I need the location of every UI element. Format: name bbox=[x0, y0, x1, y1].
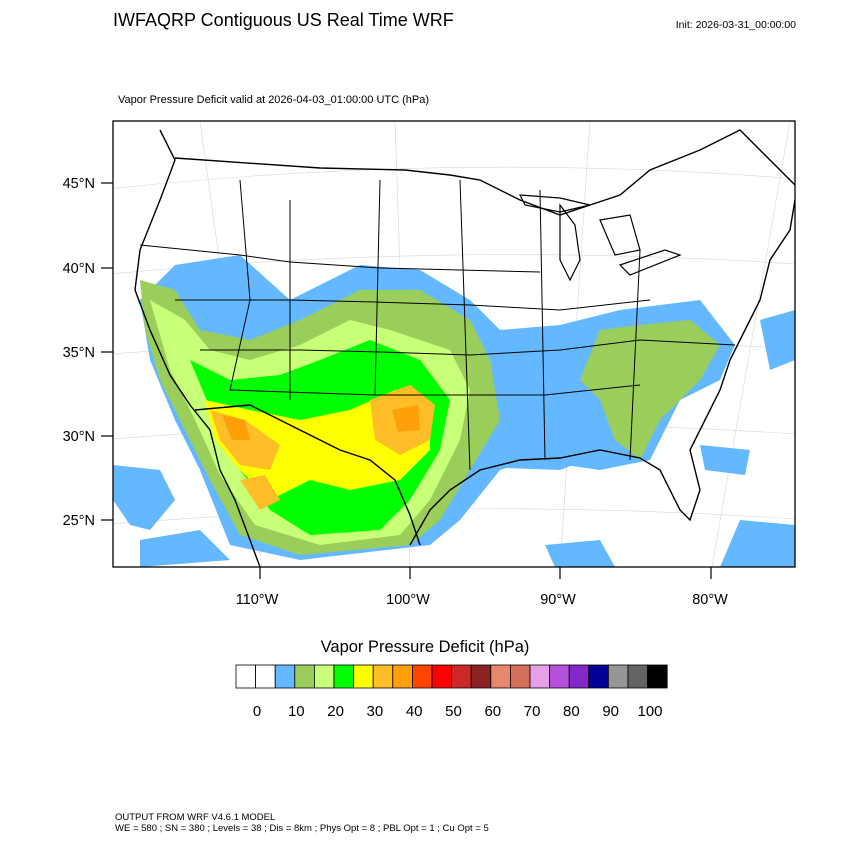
colorbar-box bbox=[353, 664, 374, 689]
colorbar-label: 90 bbox=[602, 703, 620, 720]
map-frame bbox=[112, 120, 796, 568]
map-panel bbox=[113, 121, 795, 567]
lon-label-110: 110°W bbox=[236, 592, 279, 608]
lat-label-45: 45°N bbox=[63, 176, 95, 192]
colorbar-label: 0 bbox=[252, 703, 262, 720]
vpd-caribbean-patch bbox=[720, 520, 795, 567]
vpd-35-sonoran bbox=[222, 415, 250, 440]
vpd-atlantic-north bbox=[760, 310, 795, 370]
colorbar-label: 40 bbox=[405, 703, 423, 720]
lat-label-25: 25°N bbox=[63, 513, 95, 529]
colorbar-label: 20 bbox=[327, 703, 344, 720]
state-line-37n bbox=[200, 339, 736, 356]
colorbar-box bbox=[294, 664, 315, 689]
chart-subtitle: Vapor Pressure Deficit valid at 2026-04-… bbox=[118, 94, 430, 106]
colorbar-box bbox=[509, 664, 531, 689]
colorbar-box bbox=[431, 664, 453, 689]
footer-line-2: WE = 580 ; SN = 380 ; Levels = 38 ; Dis … bbox=[115, 823, 489, 834]
lon-labels: 110°W 100°W 90°W 80°W bbox=[236, 592, 728, 608]
colorbar-box bbox=[235, 664, 257, 689]
colorbar-box bbox=[608, 664, 629, 689]
lake-superior bbox=[518, 194, 591, 213]
colorbar-box bbox=[274, 664, 296, 689]
colorbar-box bbox=[627, 664, 649, 689]
state-line-north bbox=[139, 244, 541, 273]
colorbar-title: Vapor Pressure Deficit (hPa) bbox=[320, 638, 530, 656]
state-line-nevada bbox=[229, 179, 251, 391]
colorbar-box bbox=[568, 664, 590, 689]
lat-ticks bbox=[101, 182, 113, 521]
lat-label-40: 40°N bbox=[63, 261, 95, 277]
mexico-border bbox=[194, 404, 421, 546]
colorbar-box bbox=[411, 664, 433, 689]
vpd-caribbean-west bbox=[545, 540, 615, 567]
colorbar-labels: 0 10 20 30 40 50 60 70 80 90 100 bbox=[0, 703, 850, 727]
pacific-coastline bbox=[134, 129, 261, 567]
vpd-pacific-south bbox=[140, 530, 230, 567]
lake-michigan bbox=[559, 203, 581, 282]
colorbar-box bbox=[588, 664, 609, 689]
lat-label-30: 30°N bbox=[63, 429, 95, 445]
meridian-80 bbox=[711, 121, 791, 567]
colorbar-box bbox=[529, 664, 551, 689]
vpd-land-fields bbox=[140, 255, 735, 560]
state-line-40n bbox=[175, 299, 651, 311]
state-line-plains bbox=[459, 179, 471, 471]
lat-label-35: 35°N bbox=[63, 345, 95, 361]
lat-labels: 45°N 40°N 35°N 30°N 25°N bbox=[63, 176, 95, 529]
colorbar-label: 50 bbox=[445, 703, 462, 720]
colorbar-box bbox=[313, 664, 335, 689]
colorbar-label: 80 bbox=[563, 703, 580, 720]
parallel-45 bbox=[113, 166, 795, 189]
colorbar-box bbox=[647, 664, 668, 689]
colorbar-box bbox=[490, 664, 511, 689]
east-gulf-coastline bbox=[409, 199, 795, 546]
lon-label-90: 90°W bbox=[540, 592, 576, 608]
colorbar-box bbox=[392, 664, 413, 689]
footer-line-1: OUTPUT FROM WRF V4.6.1 MODEL bbox=[115, 812, 276, 823]
colorbar-box bbox=[255, 664, 276, 689]
state-line-georgia bbox=[629, 249, 641, 461]
colorbar-box bbox=[333, 664, 355, 689]
colorbar-label: 10 bbox=[287, 703, 305, 720]
state-borders bbox=[139, 179, 736, 471]
vpd-30-mexico bbox=[240, 475, 280, 510]
lon-ticks bbox=[259, 567, 712, 579]
colorbar-label: 60 bbox=[484, 703, 502, 720]
vpd-atlantic-patch bbox=[700, 445, 750, 475]
vpd-pacific-patch bbox=[113, 465, 175, 530]
init-time: Init: 2026-03-31_00:00:00 bbox=[675, 19, 796, 31]
state-line-colorado-east bbox=[374, 179, 381, 396]
lake-erie bbox=[618, 249, 682, 276]
model-footer: OUTPUT FROM WRF V4.6.1 MODEL WE = 580 ; … bbox=[115, 812, 489, 834]
colorbar-box bbox=[549, 664, 570, 689]
state-line-mississippi bbox=[539, 189, 546, 461]
colorbar-box bbox=[451, 664, 472, 689]
colorbar-label: 30 bbox=[366, 703, 384, 720]
vpd-35-texas bbox=[392, 405, 420, 432]
colorbar-box bbox=[470, 664, 492, 689]
lon-label-80: 80°W bbox=[692, 592, 728, 608]
state-line-34n bbox=[229, 384, 641, 396]
colorbar-label: 70 bbox=[523, 703, 541, 720]
lon-label-100: 100°W bbox=[386, 592, 430, 608]
colorbar-box bbox=[372, 664, 394, 689]
colorbar-label: 100 bbox=[637, 703, 663, 720]
vpd-15-appalachia bbox=[580, 320, 720, 460]
colorbar bbox=[235, 664, 668, 689]
chart-title: IWFAQRP Contiguous US Real Time WRF bbox=[113, 10, 454, 30]
